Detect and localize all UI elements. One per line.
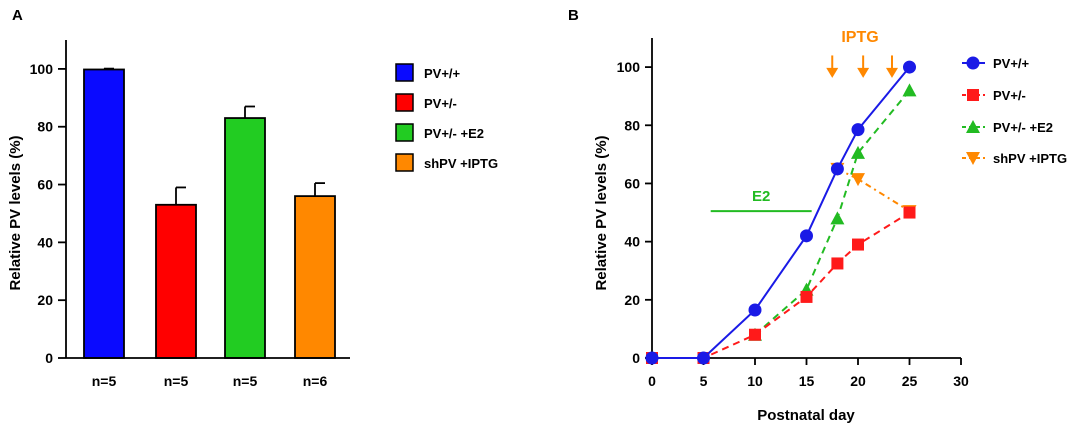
panel-b-x-axis-label: Postnatal day	[757, 407, 855, 424]
y-tick-label: 0	[45, 350, 53, 366]
data-point	[852, 238, 864, 251]
data-point	[830, 211, 845, 225]
legend-swatch	[395, 93, 414, 112]
iptg-label: IPTG	[841, 29, 878, 46]
panel-b-axes: 0 20 40 60 80 100 0 5 10 15 20 25 30	[617, 38, 969, 389]
y-tick-label: 20	[37, 292, 53, 308]
panel-b-label: B	[568, 7, 579, 24]
data-point	[902, 83, 917, 97]
x-tick-label: 0	[648, 373, 656, 389]
legend-label: PV+/+	[424, 66, 461, 81]
data-point	[851, 173, 865, 187]
y-tick-label: 20	[624, 292, 640, 308]
legend-swatch	[395, 63, 414, 82]
data-point	[967, 89, 979, 101]
x-tick-label: n=6	[303, 373, 328, 389]
bar	[155, 203, 197, 359]
series-circle	[645, 60, 916, 365]
y-tick-label: 40	[624, 234, 640, 250]
series-line	[754, 89, 911, 336]
legend-label: shPV +IPTG	[993, 151, 1067, 166]
y-tick-label: 0	[632, 350, 640, 366]
data-point	[966, 56, 980, 70]
series-line	[652, 66, 911, 359]
y-tick-label: 100	[617, 59, 641, 75]
panel-b: B Relative PV levels (%) Postnatal day 0…	[568, 7, 1067, 424]
x-tick-label: n=5	[233, 373, 258, 389]
y-tick-label: 100	[30, 61, 54, 77]
x-tick-label: 5	[700, 373, 708, 389]
panel-a: A Relative PV levels (%) n=5 n=5 n=5 n=6 0 2…	[7, 7, 498, 389]
data-point	[851, 145, 865, 159]
data-point	[748, 303, 762, 317]
panel-b-series	[645, 60, 917, 365]
y-tick-label: 60	[37, 177, 53, 193]
series-line	[836, 168, 911, 212]
legend-swatch	[395, 123, 414, 142]
legend-label: PV+/+	[993, 56, 1030, 71]
legend-label: PV+/- +E2	[424, 126, 484, 141]
x-tick-label: 10	[747, 373, 763, 389]
iptg-arrow-head	[857, 67, 870, 78]
y-tick-label: 80	[37, 119, 53, 135]
data-point	[903, 60, 916, 74]
panel-b-annotations: E2 IPTG	[710, 29, 898, 213]
iptg-arrow-head	[885, 67, 898, 78]
data-point	[697, 351, 710, 365]
iptg-arrow-head	[826, 67, 839, 78]
legend-label: PV+/-	[993, 88, 1026, 103]
x-tick-label: 30	[953, 373, 969, 389]
y-tick-label: 60	[624, 175, 640, 191]
y-tick-label: 80	[624, 117, 640, 133]
series-line	[652, 211, 911, 359]
panel-a-legend: PV+/+ PV+/- PV+/- +E2 shPV +IPTG	[395, 63, 498, 172]
data-point	[966, 120, 980, 133]
panel-a-bars: n=5 n=5 n=5 n=6	[83, 67, 336, 389]
data-point	[851, 123, 865, 137]
data-point	[966, 152, 980, 165]
legend-label: PV+/- +E2	[993, 120, 1053, 135]
e2-label: E2	[752, 188, 770, 205]
data-point	[800, 229, 813, 243]
legend-swatch	[395, 153, 414, 172]
bar	[224, 117, 266, 359]
legend-label: shPV +IPTG	[424, 156, 498, 171]
data-point	[800, 290, 813, 303]
bar	[294, 195, 336, 359]
data-point	[831, 257, 844, 270]
bar	[83, 68, 125, 359]
x-tick-label: 15	[799, 373, 815, 389]
x-tick-label: 25	[902, 373, 918, 389]
panel-a-label: A	[12, 7, 23, 24]
panel-b-legend: PV+/+ PV+/- PV+/- +E2 shPV +IPTG	[962, 56, 1067, 166]
data-point	[830, 162, 844, 176]
data-point	[903, 206, 916, 219]
x-tick-label: 20	[850, 373, 866, 389]
series-square	[646, 206, 916, 364]
legend-label: PV+/-	[424, 96, 457, 111]
x-tick-label: n=5	[164, 373, 189, 389]
data-point	[749, 328, 761, 341]
x-tick-label: n=5	[92, 373, 117, 389]
panel-a-axes: 0 20 40 60 80 100	[30, 40, 350, 366]
y-tick-label: 40	[37, 234, 53, 250]
data-point	[645, 351, 659, 365]
panel-b-y-axis-label: Relative PV levels (%)	[593, 135, 610, 290]
panel-a-y-axis-label: Relative PV levels (%)	[7, 135, 24, 290]
